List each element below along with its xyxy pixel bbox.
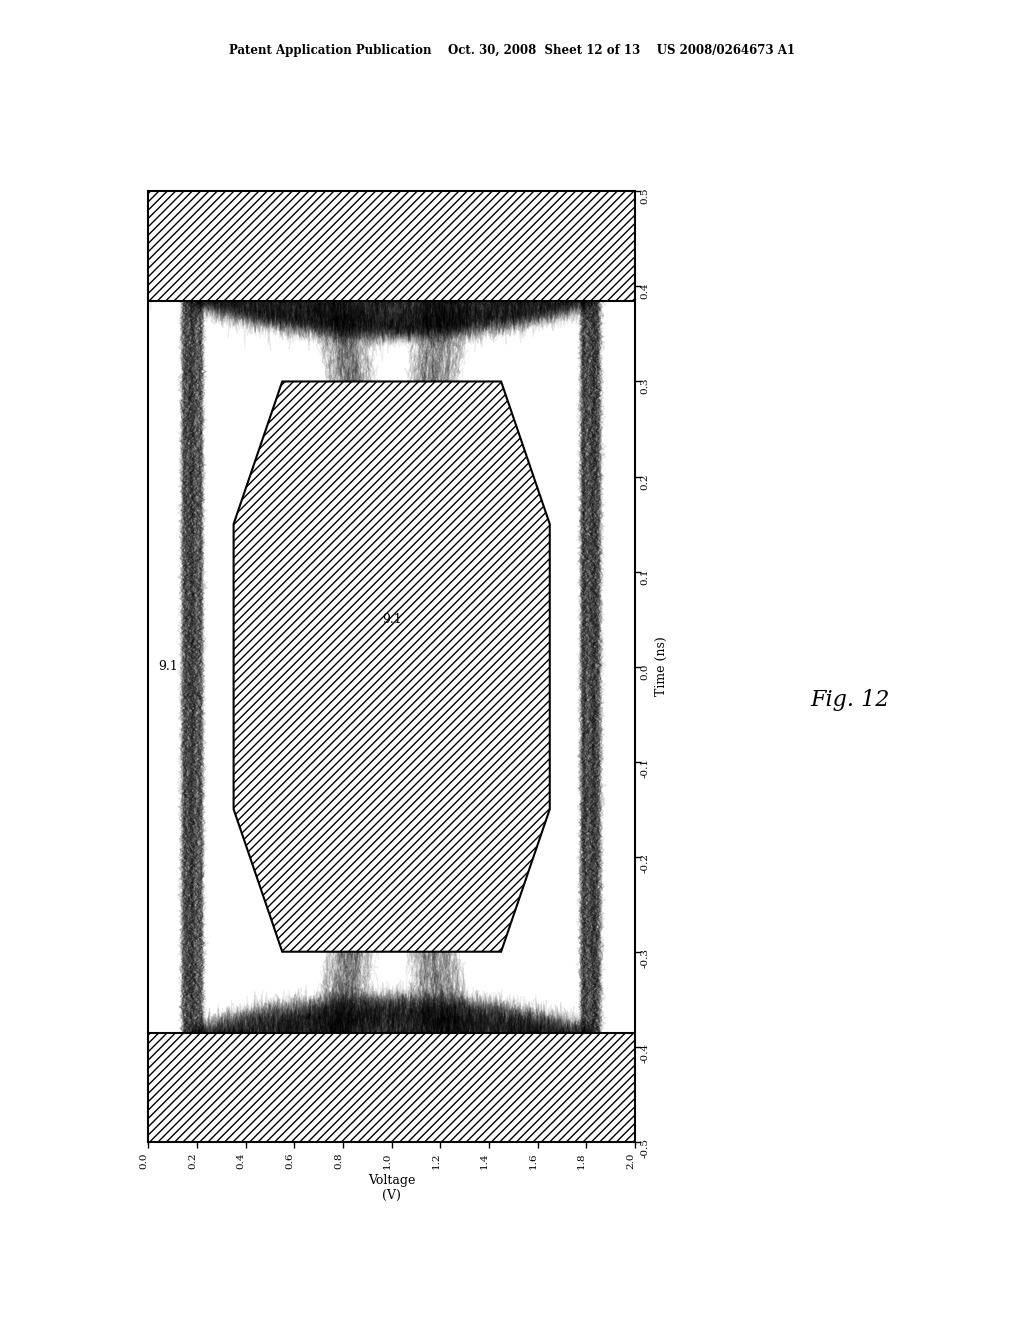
Text: 9.1: 9.1 — [382, 612, 401, 626]
Polygon shape — [233, 381, 550, 952]
Bar — [148, 191, 635, 301]
Text: Patent Application Publication    Oct. 30, 2008  Sheet 12 of 13    US 2008/02646: Patent Application Publication Oct. 30, … — [229, 44, 795, 57]
Y-axis label: Time (ns): Time (ns) — [655, 636, 669, 697]
Text: 9.1: 9.1 — [158, 660, 178, 673]
Bar — [148, 1032, 635, 1142]
Text: Fig. 12: Fig. 12 — [810, 689, 890, 710]
X-axis label: Voltage
(V): Voltage (V) — [368, 1175, 416, 1203]
